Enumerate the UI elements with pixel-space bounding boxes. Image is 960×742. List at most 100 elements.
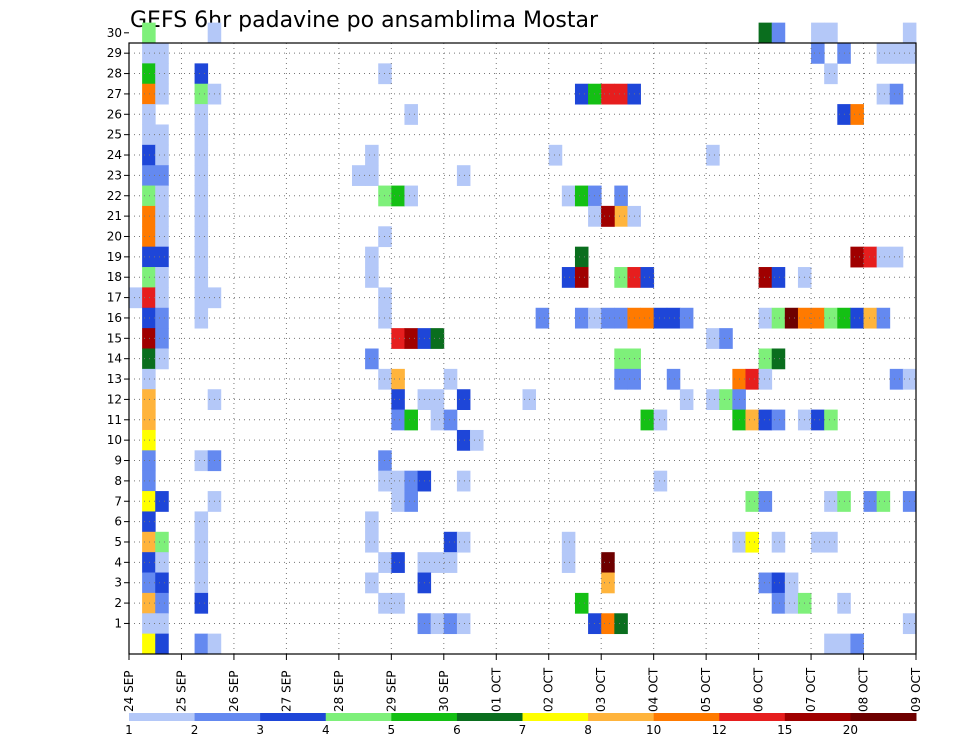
heatmap-cell: [745, 491, 759, 512]
heatmap-cell: [365, 511, 379, 533]
heatmap-cell: [142, 226, 156, 248]
x-tick-label: 27 SEP: [279, 670, 293, 712]
x-tick-label: 02 OCT: [542, 667, 556, 712]
y-tick-label: 6: [114, 515, 122, 529]
heatmap-cell: [142, 124, 156, 146]
y-tick-label: 2: [114, 596, 122, 610]
colorbar-label: 15: [777, 723, 792, 737]
heatmap-cell: [902, 22, 917, 44]
heatmap-cell: [561, 267, 576, 288]
heatmap-cell: [443, 409, 458, 431]
colorbar-label: 20: [843, 723, 858, 737]
heatmap-cell: [574, 83, 589, 105]
colorbar-label: 3: [256, 723, 264, 737]
heatmap-cell: [653, 307, 668, 329]
colorbar-label: 6: [453, 723, 461, 737]
heatmap-cell: [601, 613, 615, 635]
heatmap-cell: [430, 389, 445, 410]
heatmap-cell: [601, 307, 615, 329]
heatmap-cell: [155, 348, 169, 370]
heatmap-cell: [614, 307, 628, 329]
heatmap-cell: [155, 144, 169, 166]
heatmap-cell: [142, 165, 156, 186]
heatmap-cell: [155, 226, 169, 248]
heatmap-cell: [391, 368, 405, 390]
heatmap-cell: [811, 43, 825, 64]
heatmap-cell: [404, 185, 418, 207]
y-tick-label: 7: [114, 494, 122, 508]
heatmap-cell: [391, 185, 405, 207]
y-tick-label: 20: [107, 229, 122, 243]
heatmap-cell: [142, 450, 156, 472]
colorbar-label: 8: [584, 723, 592, 737]
heatmap-cell: [863, 491, 878, 512]
heatmap-cell: [811, 409, 825, 431]
colorbar-label: 5: [387, 723, 395, 737]
heatmap-cell: [758, 22, 773, 44]
heatmap-cell: [430, 409, 445, 431]
heatmap-cell: [863, 246, 878, 268]
y-tick-label: 16: [107, 311, 122, 325]
heatmap-cell: [194, 165, 209, 186]
heatmap-cell: [653, 470, 668, 492]
y-tick-label: 21: [107, 209, 122, 223]
plot-frame: [128, 42, 917, 655]
heatmap-cell: [142, 470, 156, 492]
y-tick-label: 14: [107, 352, 122, 366]
heatmap-cell: [745, 368, 759, 390]
heatmap-cell: [194, 450, 209, 472]
heatmap-cell: [404, 328, 418, 349]
heatmap-cell: [811, 307, 825, 329]
heatmap-cell: [194, 226, 209, 248]
grid-lines: [129, 43, 916, 654]
heatmap-cell: [194, 63, 209, 85]
heatmap-cell: [404, 409, 418, 431]
heatmap-cell: [824, 307, 838, 329]
heatmap-cell: [771, 307, 786, 329]
heatmap-cell: [391, 592, 405, 614]
colorbar-label: 1: [125, 723, 133, 737]
heatmap-cell: [876, 83, 891, 105]
heatmap-cell: [142, 43, 156, 64]
heatmap-cell: [758, 409, 773, 431]
heatmap-cell: [142, 531, 156, 553]
heatmap-cell: [142, 104, 156, 125]
heatmap-cell: [824, 63, 838, 85]
heatmap-cell: [679, 389, 694, 410]
chart-title: GEFS 6hr padavine po ansamblima Mostar: [130, 8, 599, 33]
heatmap-cell: [456, 389, 471, 410]
heatmap-cell: [155, 287, 169, 309]
x-axis-ticks: 24 SEP 25 SEP 26 SEP 27 SEP 28 SEP 29 SEP 30 S…: [122, 654, 923, 712]
heatmap-cell: [574, 307, 589, 329]
heatmap-cell: [863, 307, 878, 329]
heatmap-cell: [142, 267, 156, 288]
heatmap-cell: [889, 246, 904, 268]
heatmap-cell: [194, 246, 209, 268]
heatmap-cell: [155, 328, 169, 349]
heatmap-cell: [365, 531, 379, 553]
heatmap-cell: [456, 613, 471, 635]
heatmap-cell: [155, 205, 169, 227]
heatmap-cell: [706, 328, 720, 349]
heatmap-cell: [142, 389, 156, 410]
heatmap-cell: [142, 144, 156, 166]
heatmap-cell: [601, 205, 615, 227]
heatmap-cell: [391, 409, 405, 431]
heatmap-cell: [574, 592, 589, 614]
heatmap-cell: [155, 592, 169, 614]
colorbar-label: 4: [322, 723, 330, 737]
x-tick-label: 25 SEP: [175, 670, 189, 712]
y-tick-label: 28: [107, 67, 122, 81]
x-tick-label: 09 OCT: [909, 667, 923, 712]
heatmap-cell: [142, 368, 156, 390]
heatmap-cell: [850, 307, 864, 329]
x-tick-label: 26 SEP: [227, 670, 241, 712]
colorbar-swatch: [325, 713, 392, 721]
heatmap-cell: [640, 409, 655, 431]
heatmap-cell: [155, 246, 169, 268]
heatmap-cell: [850, 104, 864, 125]
heatmap-cell: [142, 22, 156, 44]
heatmap-cell: [391, 552, 405, 573]
heatmap-cell: [155, 185, 169, 207]
colorbar-swatch: [719, 713, 786, 721]
